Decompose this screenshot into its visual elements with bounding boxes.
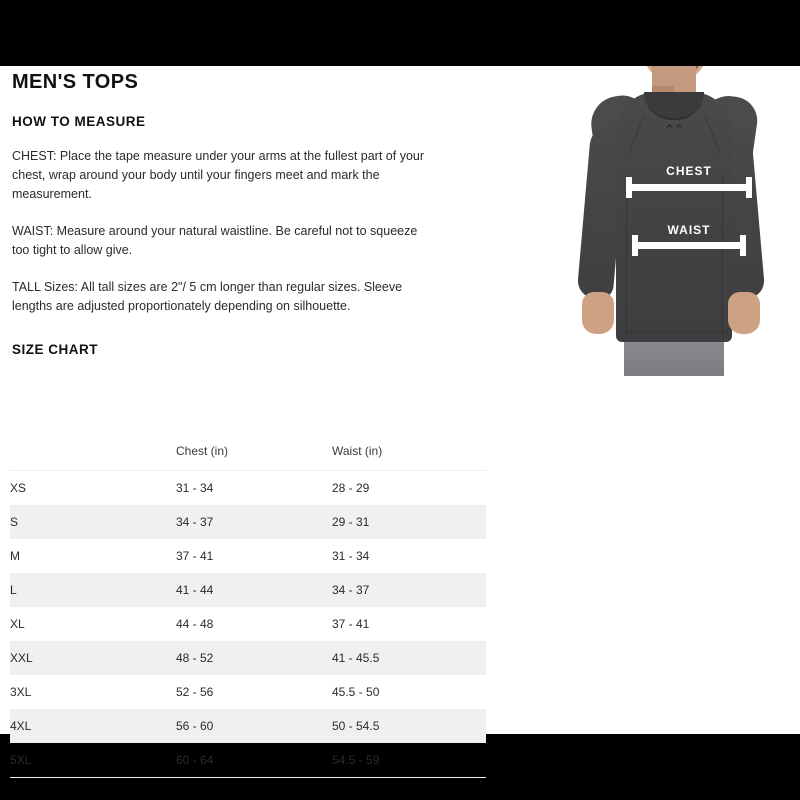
cell-waist: 54.5 - 59 <box>332 743 486 778</box>
table-row: M 37 - 41 31 - 34 <box>10 539 486 573</box>
table-header-row: Chest (in) Waist (in) <box>10 440 486 471</box>
cell-size: XL <box>10 617 25 631</box>
table-row: L 41 - 44 34 - 37 <box>10 573 486 607</box>
cell-waist: 28 - 29 <box>332 481 370 495</box>
model-photo: ⌃⌃ CHEST WAIST <box>540 66 800 376</box>
cell-chest: 31 - 34 <box>176 481 214 495</box>
size-chart-header: Chest (in) Waist (in) <box>10 440 486 471</box>
table-row: 4XL 56 - 60 50 - 54.5 <box>10 709 486 743</box>
cell-size: XS <box>10 481 27 495</box>
waist-measurement-label: WAIST <box>667 223 711 237</box>
page-title: MEN'S TOPS <box>12 71 139 93</box>
shirt-side-seam-left <box>626 176 627 336</box>
shirt-hem-seam <box>620 332 728 333</box>
cell-chest: 37 - 41 <box>176 549 214 563</box>
shirt-side-seam-right <box>722 176 723 336</box>
cell-chest: 41 - 44 <box>176 583 214 597</box>
model-illustration: ⌃⌃ CHEST WAIST <box>540 66 800 376</box>
cell-size: XXL <box>10 651 33 665</box>
cell-chest: 52 - 56 <box>176 685 214 699</box>
waist-instruction: WAIST: Measure around your natural waist… <box>12 224 418 257</box>
table-row: XL 44 - 48 37 - 41 <box>10 607 486 641</box>
cell-chest: 60 - 64 <box>176 743 332 778</box>
cell-waist: 37 - 41 <box>332 617 370 631</box>
cell-chest: 48 - 52 <box>176 651 214 665</box>
tall-sizes-instruction: TALL Sizes: All tall sizes are 2"/ 5 cm … <box>12 280 403 313</box>
under-armour-logo-icon: ⌃⌃ <box>664 122 685 137</box>
cell-waist: 34 - 37 <box>332 583 370 597</box>
table-row: 3XL 52 - 56 45.5 - 50 <box>10 675 486 709</box>
how-to-measure-heading: HOW TO MEASURE <box>12 114 146 129</box>
cell-size: S <box>10 515 19 529</box>
chest-instruction: CHEST: Place the tape measure under your… <box>12 149 425 201</box>
table-row: XS 31 - 34 28 - 29 <box>10 471 486 506</box>
size-chart-heading: SIZE CHART <box>12 342 98 357</box>
column-header-waist: Waist (in) <box>332 440 486 471</box>
cell-waist: 50 - 54.5 <box>332 719 380 733</box>
column-header-size <box>10 440 176 471</box>
cell-size: 3XL <box>10 685 32 699</box>
column-header-chest: Chest (in) <box>176 440 332 471</box>
chest-measurement-label: CHEST <box>666 164 712 178</box>
cell-size: 5XL <box>10 743 176 778</box>
waist-measurement-caliper-icon <box>632 235 746 256</box>
cell-chest: 34 - 37 <box>176 515 214 529</box>
cell-size: 4XL <box>10 719 32 733</box>
cell-waist: 41 - 45.5 <box>332 651 380 665</box>
chest-measurement-caliper-icon <box>626 177 752 198</box>
cell-waist: 29 - 31 <box>332 515 370 529</box>
size-chart-body: XS 31 - 34 28 - 29 S 34 - 37 29 - 31 M 3… <box>10 471 486 778</box>
model-hand-left <box>582 292 614 334</box>
cell-chest: 56 - 60 <box>176 719 214 733</box>
size-chart-table: Chest (in) Waist (in) XS 31 - 34 28 - 29… <box>10 440 486 778</box>
cell-size: L <box>10 583 17 597</box>
table-row: 5XL 60 - 64 54.5 - 59 <box>10 743 486 778</box>
cell-size: M <box>10 549 20 563</box>
letterbox-top <box>0 0 800 66</box>
text-column: MEN'S TOPS HOW TO MEASURE CHEST: Place t… <box>12 70 492 357</box>
table-row: S 34 - 37 29 - 31 <box>10 505 486 539</box>
cell-waist: 45.5 - 50 <box>332 685 380 699</box>
size-chart-table-wrap: Chest (in) Waist (in) XS 31 - 34 28 - 29… <box>10 440 486 778</box>
size-guide-page: MEN'S TOPS HOW TO MEASURE CHEST: Place t… <box>0 66 800 778</box>
cell-chest: 44 - 48 <box>176 617 214 631</box>
model-hand-right <box>728 292 760 334</box>
cell-waist: 31 - 34 <box>332 549 370 563</box>
table-row: XXL 48 - 52 41 - 45.5 <box>10 641 486 675</box>
